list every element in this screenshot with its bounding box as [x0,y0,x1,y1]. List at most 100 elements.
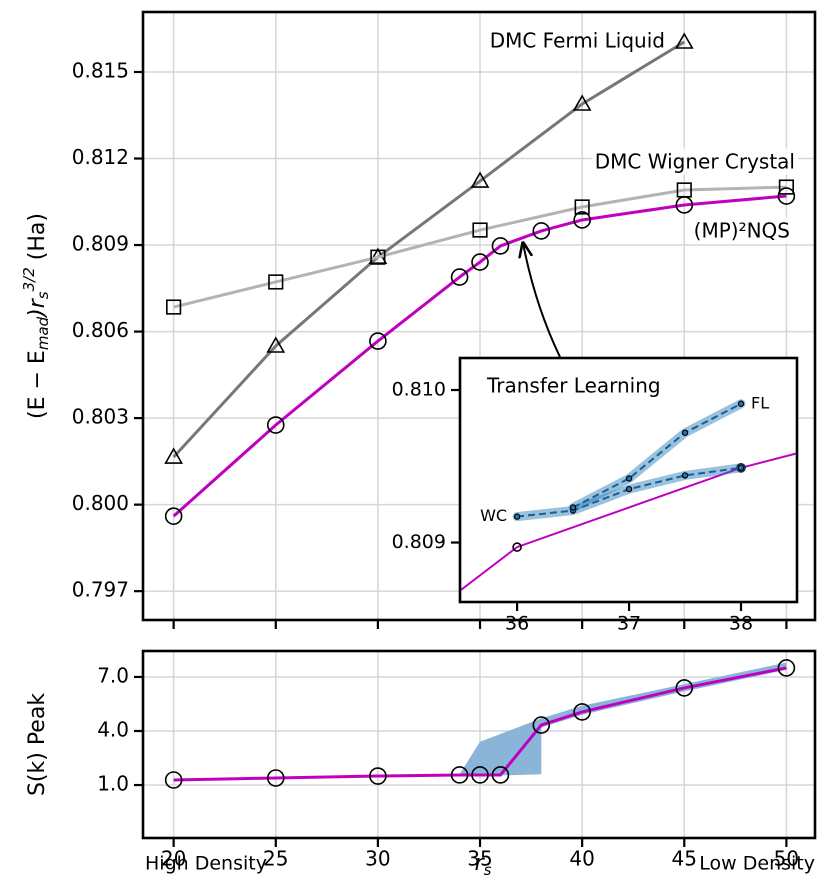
series-line [172,194,787,518]
annotation: High Density [145,853,267,875]
series-label: FL [751,393,769,412]
marker [450,268,469,286]
x-tick-label: 38 [729,613,753,635]
plot-frame [141,10,817,622]
x-axis-label: rs [475,851,492,879]
y-axis-label: S(k) Peak [25,693,50,796]
marker [472,222,488,238]
marker [681,429,689,436]
marker [266,769,285,787]
plot-frame [141,649,817,840]
x-tick-label: 35 [467,847,492,871]
x-tick-label: 40 [569,847,594,871]
uncertainty-band [459,662,787,777]
marker [777,187,796,205]
series-label: (MP)²NQS [694,219,790,243]
annotation: Transfer Learning [486,374,661,398]
marker [513,513,521,520]
marker [737,400,745,407]
y-tick-label: 4.0 [97,717,129,741]
marker [625,485,633,493]
marker [512,542,522,552]
marker [674,32,694,49]
y-axis-label-part: s [34,291,52,299]
x-tick-label: 36 [505,613,529,635]
x-axis-label-part: r [475,851,486,876]
series-label: WC [480,506,507,525]
marker [266,416,285,434]
marker [369,332,387,350]
marker [737,464,745,471]
marker [572,94,592,111]
marker [625,475,633,482]
annotation: Low Density [699,853,815,875]
transfer-line [572,402,742,509]
marker [266,336,286,353]
marker [369,767,387,785]
x-tick-label: 20 [161,847,186,871]
x-tick-label: 25 [263,847,288,871]
panel: 20 25 30 35 40 45 50 1.0 4.0 7.0 S(k) Peak rs High D… [25,649,817,879]
marker [450,766,469,784]
pointer-arrow [523,243,561,358]
panel: 36 37 38 0.810 0.809 WC FL Transfer Learning [392,356,799,637]
y-tick-label: 0.806 [72,318,129,342]
marker [401,629,409,637]
plots: 0.797 0.800 0.803 0.806 0.809 0.812 0.815 DMC F… [20,10,817,879]
marker [164,447,184,464]
x-axis-label-part: s [484,861,492,879]
series-line [173,185,787,309]
series-label: DMC Fermi Liquid [490,29,665,53]
marker [778,179,795,195]
marker [471,766,489,784]
y-tick-label: 7.0 [97,663,129,687]
marker [470,171,490,188]
marker [532,222,551,240]
label-background [591,148,798,175]
x-tick-label: 30 [365,847,390,871]
y-tick-label: 0.812 [72,145,129,169]
marker [681,472,689,479]
marker [569,504,577,511]
y-axis-label-part: mad [34,316,52,350]
x-tick-label: 45 [672,847,697,871]
y-axis-label-part: )r [25,297,50,319]
marker [471,253,489,271]
y-tick-label: 0.810 [392,379,446,401]
series-line [172,40,686,459]
marker [573,211,591,229]
marker [574,199,590,215]
marker [268,274,284,290]
marker [164,771,183,789]
plot-frame [458,356,799,604]
marker [166,299,182,315]
marker [675,679,694,697]
series-label: DMC Wigner Crystal [595,150,795,174]
plot-area [401,399,797,637]
marker [532,716,551,734]
x-tick-label: 37 [617,613,641,635]
y-axis-label-part: (E − E [25,350,50,419]
y-tick-label: 0.797 [72,578,129,602]
marker [370,249,386,265]
marker [573,703,591,721]
x-tick-label: 50 [774,847,799,871]
label-background [690,217,793,244]
y-axis-label-part: 3/2 [20,267,38,291]
y-tick-label: 0.800 [72,491,129,515]
plot-area [143,651,815,838]
y-axis-label-part: (Ha) [25,213,50,267]
marker [777,659,796,677]
y-tick-label: 0.815 [72,58,129,82]
marker [675,196,694,214]
y-tick-label: 0.803 [72,405,129,429]
series-line [173,666,787,782]
y-tick-label: 0.809 [72,232,129,256]
y-axis-label: (E − Emad)rs3/2 (Ha) [20,213,52,419]
y-tick-label: 1.0 [97,772,129,796]
marker [164,507,183,525]
y-tick-label: 0.809 [392,531,446,553]
marker [491,237,510,255]
marker [491,766,510,784]
